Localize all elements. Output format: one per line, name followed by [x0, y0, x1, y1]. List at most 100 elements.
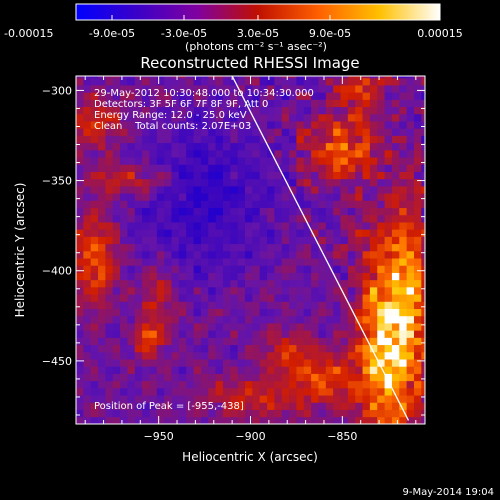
heatmap-pixel: [384, 409, 393, 418]
heatmap-pixel: [333, 373, 341, 382]
heatmap-pixel: [384, 351, 393, 360]
heatmap-pixel: [362, 229, 371, 237]
heatmap-pixel: [134, 337, 143, 346]
heatmap-pixel: [244, 395, 253, 403]
heatmap-pixel: [186, 229, 194, 237]
heatmap-pixel: [311, 366, 319, 374]
heatmap-pixel: [105, 222, 114, 230]
heatmap-pixel: [259, 387, 268, 396]
heatmap-pixel: [90, 359, 99, 367]
heatmap-pixel: [391, 128, 400, 136]
heatmap-pixel: [178, 164, 187, 172]
heatmap-pixel: [230, 214, 239, 223]
heatmap-pixel: [289, 359, 297, 367]
heatmap-pixel: [83, 301, 92, 309]
heatmap-pixel: [303, 265, 312, 273]
heatmap-pixel: [259, 171, 268, 180]
heatmap-pixel: [237, 207, 246, 216]
heatmap-pixel: [215, 344, 224, 353]
heatmap-pixel: [289, 85, 297, 93]
heatmap-pixel: [296, 77, 305, 86]
heatmap-pixel: [230, 250, 239, 259]
heatmap-pixel: [377, 121, 385, 129]
heatmap-pixel: [274, 149, 283, 158]
heatmap-pixel: [325, 149, 334, 158]
heatmap-pixel: [274, 402, 283, 410]
heatmap-pixel: [303, 337, 312, 346]
heatmap-pixel: [274, 380, 283, 389]
heatmap-pixel: [222, 416, 231, 424]
heatmap-pixel: [369, 337, 378, 346]
heatmap-pixel: [259, 85, 268, 93]
heatmap-pixel: [237, 258, 246, 266]
heatmap-pixel: [208, 294, 216, 302]
heatmap-pixel: [259, 265, 268, 273]
heatmap-pixel: [296, 106, 305, 115]
heatmap-pixel: [186, 366, 194, 374]
heatmap-pixel: [244, 142, 253, 151]
heatmap-pixel: [142, 229, 150, 237]
heatmap-pixel: [391, 315, 400, 324]
heatmap-pixel: [193, 171, 202, 180]
heatmap-pixel: [421, 409, 425, 418]
heatmap-pixel: [222, 171, 231, 180]
heatmap-pixel: [164, 250, 172, 259]
heatmap-pixel: [244, 207, 253, 216]
heatmap-pixel: [303, 92, 312, 100]
heatmap-pixel: [355, 178, 363, 187]
heatmap-pixel: [347, 265, 356, 273]
heatmap-pixel: [200, 380, 209, 389]
heatmap-pixel: [164, 157, 172, 165]
heatmap-pixel: [90, 301, 99, 309]
heatmap-pixel: [384, 200, 393, 209]
heatmap-pixel: [76, 366, 84, 374]
heatmap-pixel: [98, 92, 106, 100]
heatmap-pixel: [222, 359, 231, 367]
heatmap-pixel: [134, 301, 143, 309]
heatmap-pixel: [377, 142, 385, 151]
heatmap-pixel: [127, 344, 136, 353]
heatmap-pixel: [105, 207, 114, 216]
heatmap-pixel: [83, 359, 92, 367]
heatmap-pixel: [296, 402, 305, 410]
heatmap-pixel: [413, 164, 422, 172]
heatmap-pixel: [421, 323, 425, 331]
heatmap-pixel: [156, 359, 165, 367]
heatmap-pixel: [208, 330, 216, 338]
heatmap-pixel: [421, 366, 425, 374]
heatmap-pixel: [134, 99, 143, 108]
heatmap-pixel: [237, 92, 246, 100]
heatmap-pixel: [90, 258, 99, 266]
heatmap-pixel: [325, 185, 334, 194]
heatmap-pixel: [259, 106, 268, 115]
heatmap-pixel: [399, 142, 408, 151]
heatmap-pixel: [399, 294, 408, 302]
heatmap-pixel: [355, 149, 363, 158]
heatmap-pixel: [303, 207, 312, 216]
heatmap-pixel: [362, 279, 371, 288]
heatmap-pixel: [281, 207, 290, 216]
heatmap-pixel: [208, 229, 216, 237]
heatmap-pixel: [399, 395, 408, 403]
heatmap-pixel: [362, 92, 371, 100]
heatmap-pixel: [325, 402, 334, 410]
heatmap-pixel: [222, 387, 231, 396]
heatmap-pixel: [215, 308, 224, 317]
heatmap-pixel: [186, 121, 194, 129]
chart-title: Reconstructed RHESSI Image: [140, 54, 359, 72]
heatmap-pixel: [267, 113, 275, 122]
heatmap-pixel: [311, 272, 319, 281]
heatmap-pixel: [230, 308, 239, 317]
heatmap-pixel: [105, 113, 114, 122]
heatmap-pixel: [200, 76, 209, 79]
heatmap-pixel: [369, 92, 378, 100]
heatmap-pixel: [274, 315, 283, 324]
heatmap-pixel: [222, 272, 231, 281]
heatmap-pixel: [98, 373, 106, 382]
heatmap-pixel: [369, 85, 378, 93]
heatmap-pixel: [149, 222, 158, 230]
heatmap-pixel: [303, 323, 312, 331]
heatmap-pixel: [90, 315, 99, 324]
heatmap-pixel: [200, 121, 209, 129]
heatmap-pixel: [325, 373, 334, 382]
